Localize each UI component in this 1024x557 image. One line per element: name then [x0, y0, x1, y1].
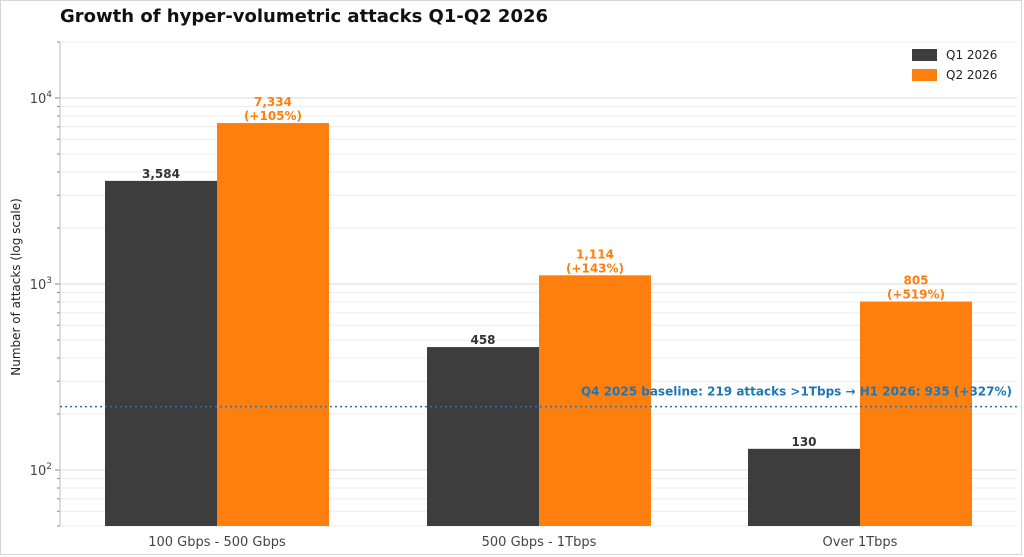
data-label: 805: [903, 274, 928, 288]
bar-q1-3: [748, 448, 860, 526]
legend-label: Q2 2026: [946, 68, 997, 82]
bars-layer: [105, 123, 972, 527]
y-tick-label: 103: [30, 276, 52, 293]
x-tick-label: Over 1Tbps: [823, 535, 898, 550]
bar-q2-3: [860, 301, 972, 526]
data-sublabel: (+105%): [244, 109, 302, 123]
data-sublabel: (+519%): [887, 288, 945, 302]
legend-swatch-q2: [912, 69, 937, 81]
data-label: 458: [470, 333, 495, 347]
data-label: 7,334: [254, 95, 292, 109]
x-tick-label: 500 Gbps - 1Tbps: [482, 535, 597, 550]
legend-label: Q1 2026: [946, 48, 997, 62]
data-label: 130: [791, 435, 816, 449]
axes-layer: 102 103 104 100 Gbps - 500 Gbps 500 Gbps - 1…: [30, 41, 898, 550]
data-label: 3,584: [142, 167, 180, 181]
data-sublabel: (+143%): [566, 261, 624, 275]
y-axis-label: Number of attacks (log scale): [9, 198, 23, 376]
y-tick-label: 104: [30, 90, 53, 107]
chart-title: Growth of hyper-volumetric attacks Q1-Q2…: [60, 6, 549, 27]
legend: Q1 2026 Q2 2026: [912, 48, 997, 82]
bar-q1-2: [427, 347, 539, 526]
labels-layer: 3,584 7,334(+105%) 458 1,114(+143%) 130 805(+…: [60, 95, 1017, 449]
data-label: 1,114: [576, 247, 614, 261]
baseline-annotation: Q4 2025 baseline: 219 attacks >1Tbps → H…: [581, 385, 1012, 399]
bar-q2-2: [539, 275, 651, 526]
bar-q2-1: [217, 123, 329, 527]
y-tick-label: 102: [30, 462, 52, 479]
x-tick-label: 100 Gbps - 500 Gbps: [148, 535, 286, 550]
bar-q1-1: [105, 180, 217, 526]
legend-swatch-q1: [912, 49, 937, 61]
